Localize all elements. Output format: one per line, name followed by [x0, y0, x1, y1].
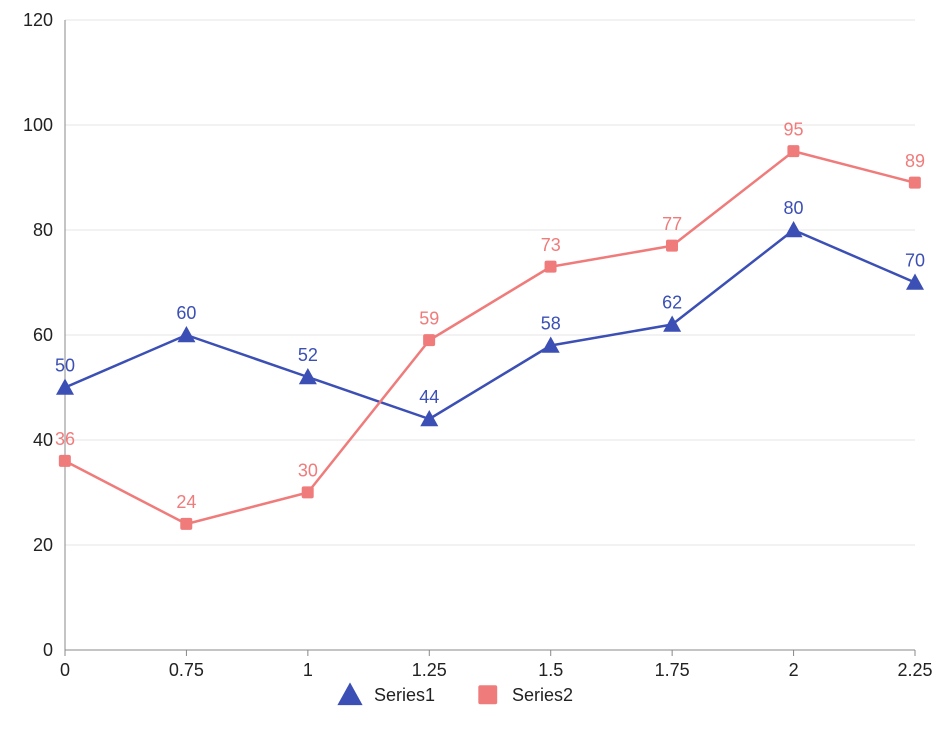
x-tick-label: 1.5: [538, 660, 563, 680]
y-tick-label: 20: [33, 535, 53, 555]
data-label: 30: [298, 461, 318, 481]
data-label: 24: [176, 492, 196, 512]
y-tick-label: 80: [33, 220, 53, 240]
data-marker: [180, 518, 192, 530]
y-tick-label: 40: [33, 430, 53, 450]
data-label: 58: [541, 314, 561, 334]
data-label: 44: [419, 387, 439, 407]
y-tick-label: 60: [33, 325, 53, 345]
x-tick-label: 0.75: [169, 660, 204, 680]
data-label: 62: [662, 293, 682, 313]
data-label: 36: [55, 429, 75, 449]
x-tick-label: 2.25: [897, 660, 932, 680]
x-tick-label: 1: [303, 660, 313, 680]
data-label: 73: [541, 235, 561, 255]
data-label: 89: [905, 151, 925, 171]
y-tick-label: 0: [43, 640, 53, 660]
data-label: 95: [784, 119, 804, 139]
data-label: 70: [905, 251, 925, 271]
data-label: 80: [784, 198, 804, 218]
data-marker: [302, 486, 314, 498]
line-chart: 02040608010012000.7511.251.51.7522.25506…: [0, 0, 936, 730]
data-marker: [423, 334, 435, 346]
data-marker: [545, 261, 557, 273]
data-marker: [909, 177, 921, 189]
legend-label: Series2: [512, 685, 573, 705]
x-tick-label: 1.25: [412, 660, 447, 680]
y-tick-label: 100: [23, 115, 53, 135]
data-label: 77: [662, 214, 682, 234]
data-marker: [59, 455, 71, 467]
legend-marker-icon: [478, 685, 497, 704]
y-tick-label: 120: [23, 10, 53, 30]
data-label: 50: [55, 356, 75, 376]
x-tick-label: 2: [789, 660, 799, 680]
data-marker: [666, 240, 678, 252]
x-tick-label: 0: [60, 660, 70, 680]
x-tick-label: 1.75: [655, 660, 690, 680]
data-label: 60: [176, 303, 196, 323]
legend-label: Series1: [374, 685, 435, 705]
data-label: 52: [298, 345, 318, 365]
data-label: 59: [419, 308, 439, 328]
data-marker: [787, 145, 799, 157]
chart-canvas: 02040608010012000.7511.251.51.7522.25506…: [0, 0, 936, 730]
